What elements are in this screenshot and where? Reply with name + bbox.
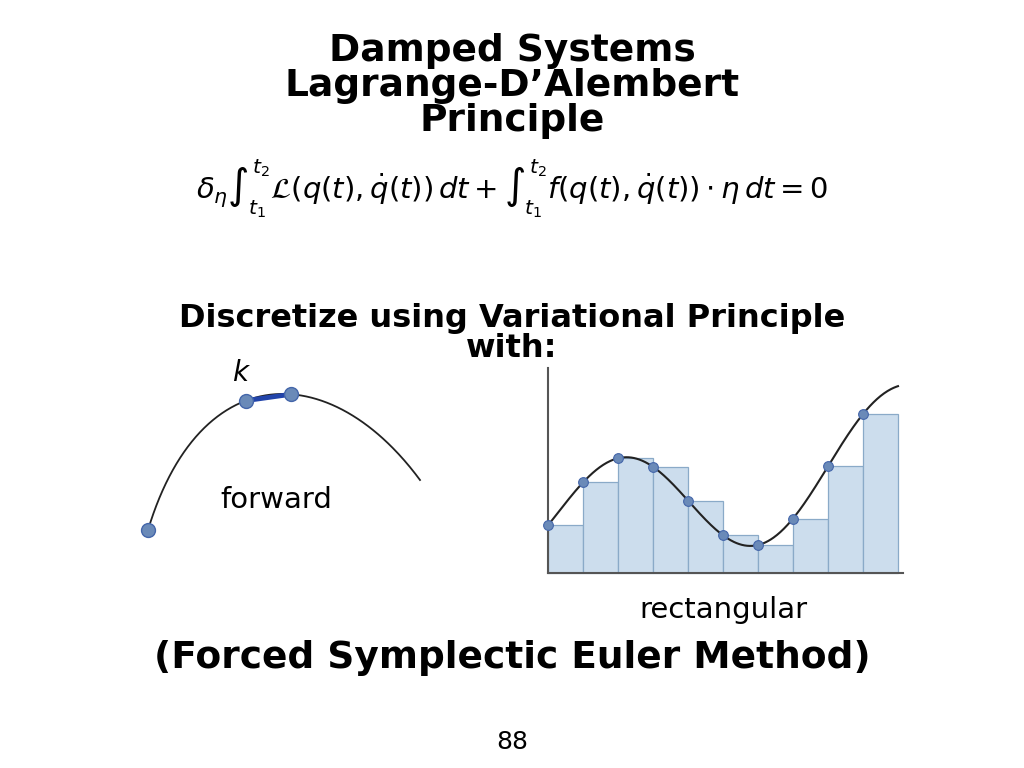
Bar (758, 545, 793, 573)
Bar (828, 466, 863, 573)
Text: Discretize using Variational Principle: Discretize using Variational Principle (179, 303, 845, 334)
Text: Damped Systems: Damped Systems (329, 33, 695, 69)
Bar (863, 414, 898, 573)
Text: $\delta_\eta \int_{t_1}^{t_2} \mathcal{L}(q(t), \dot{q}(t))\, dt + \int_{t_1}^{t: $\delta_\eta \int_{t_1}^{t_2} \mathcal{L… (196, 158, 828, 220)
Text: $k$: $k$ (231, 359, 251, 386)
Text: forward: forward (220, 486, 332, 514)
Bar (583, 482, 618, 573)
Bar (548, 525, 583, 573)
Text: 88: 88 (496, 730, 528, 754)
Bar (653, 467, 688, 573)
Text: with:: with: (466, 333, 558, 364)
Bar (618, 458, 653, 573)
Bar (793, 518, 828, 573)
Text: Lagrange-D’Alembert: Lagrange-D’Alembert (285, 68, 739, 104)
Bar (723, 535, 758, 573)
Text: rectangular: rectangular (639, 596, 807, 624)
Bar (688, 501, 723, 573)
Text: (Forced Symplectic Euler Method): (Forced Symplectic Euler Method) (154, 640, 870, 676)
Text: Principle: Principle (419, 103, 605, 139)
